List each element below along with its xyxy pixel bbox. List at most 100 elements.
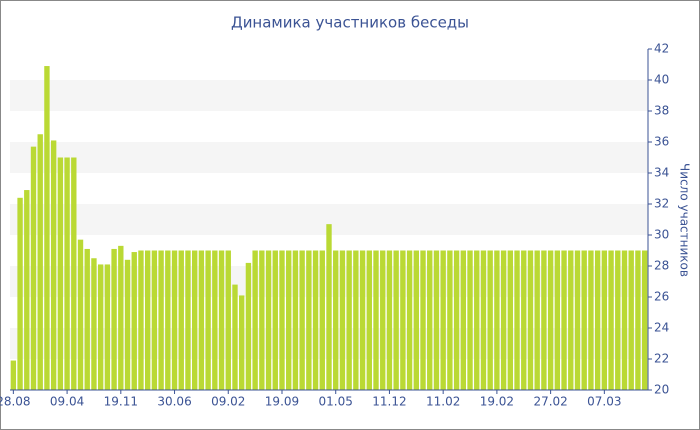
bar xyxy=(212,250,218,390)
bar xyxy=(433,250,440,390)
y-tick-label: 20 xyxy=(654,383,669,397)
bar xyxy=(178,250,184,390)
bar xyxy=(561,250,567,390)
bar xyxy=(37,134,43,390)
x-tick-label: 01.05 xyxy=(319,395,353,409)
y-tick-label: 30 xyxy=(654,228,669,242)
bar xyxy=(104,264,111,390)
bar xyxy=(346,250,352,390)
bar xyxy=(494,250,500,390)
bar xyxy=(547,250,554,390)
bar xyxy=(594,250,601,390)
bar xyxy=(30,146,37,390)
bar xyxy=(232,284,238,390)
bar xyxy=(447,250,453,390)
y-tick-label: 40 xyxy=(654,73,669,87)
bar xyxy=(480,250,487,390)
y-tick-label: 22 xyxy=(654,352,669,366)
bar xyxy=(239,295,245,390)
x-tick-label: 19.11 xyxy=(104,395,138,409)
y-tick-label: 32 xyxy=(654,197,669,211)
bar xyxy=(373,250,379,390)
bar xyxy=(393,250,399,390)
y-tick-label: 28 xyxy=(654,259,669,273)
bar xyxy=(306,250,312,390)
bar xyxy=(440,250,446,390)
bar xyxy=(420,250,426,390)
bar xyxy=(467,250,473,390)
x-tick-label: 07.03 xyxy=(587,395,621,409)
bar xyxy=(635,250,641,390)
bar xyxy=(487,250,493,390)
bar xyxy=(77,239,84,390)
bar xyxy=(621,250,628,390)
x-tick-label: 19.02 xyxy=(480,395,514,409)
bar xyxy=(453,250,460,390)
bar xyxy=(588,250,594,390)
y-tick-label: 36 xyxy=(654,135,669,149)
bar xyxy=(151,250,158,390)
y-axis-label: Число участников xyxy=(678,163,692,277)
bar xyxy=(339,250,346,390)
bar xyxy=(366,250,372,390)
chart-title: Динамика участников беседы xyxy=(231,14,469,32)
x-tick-label: 19.09 xyxy=(265,395,299,409)
bar xyxy=(353,250,359,390)
bar xyxy=(581,250,587,390)
bar xyxy=(198,250,205,390)
grid-band xyxy=(10,80,648,111)
bar xyxy=(319,250,325,390)
x-tick-label: 09.02 xyxy=(211,395,245,409)
bar xyxy=(460,250,467,390)
bar xyxy=(326,224,332,390)
bar xyxy=(97,264,104,390)
x-tick-label: 30.06 xyxy=(157,395,191,409)
bar xyxy=(568,250,574,390)
bar xyxy=(641,250,648,390)
bar xyxy=(158,250,164,390)
bar xyxy=(427,250,433,390)
bar xyxy=(44,66,50,391)
bar xyxy=(299,250,305,390)
bar xyxy=(601,250,608,390)
bar xyxy=(292,250,299,390)
bar xyxy=(521,250,527,390)
x-tick-label: 09.04 xyxy=(50,395,84,409)
bar xyxy=(10,360,17,390)
bar xyxy=(541,250,547,390)
bar xyxy=(252,250,258,390)
bar xyxy=(279,250,285,390)
bar xyxy=(380,250,386,390)
bar xyxy=(138,250,144,390)
bar xyxy=(218,250,225,390)
bar xyxy=(413,250,419,390)
bar xyxy=(124,259,131,390)
y-tick-label: 34 xyxy=(654,166,669,180)
y-tick-label: 26 xyxy=(654,290,669,304)
bar xyxy=(191,250,198,390)
bar xyxy=(608,250,614,390)
bar xyxy=(225,250,231,390)
bar xyxy=(245,262,252,390)
y-tick-label: 38 xyxy=(654,104,669,118)
bar xyxy=(400,250,406,390)
bar xyxy=(84,248,90,390)
bar xyxy=(118,245,124,390)
bar xyxy=(259,250,265,390)
grid-band xyxy=(10,142,648,173)
bar xyxy=(165,250,171,390)
bar xyxy=(359,250,366,390)
bar xyxy=(406,250,413,390)
bar xyxy=(205,250,211,390)
bar xyxy=(50,140,57,390)
bar xyxy=(386,250,393,390)
bar xyxy=(265,250,272,390)
bar xyxy=(527,250,534,390)
bar xyxy=(171,250,178,390)
bar xyxy=(131,252,137,390)
bar xyxy=(272,250,278,390)
bar xyxy=(111,248,117,390)
bar xyxy=(554,250,561,390)
bar xyxy=(534,250,540,390)
bar xyxy=(574,250,581,390)
